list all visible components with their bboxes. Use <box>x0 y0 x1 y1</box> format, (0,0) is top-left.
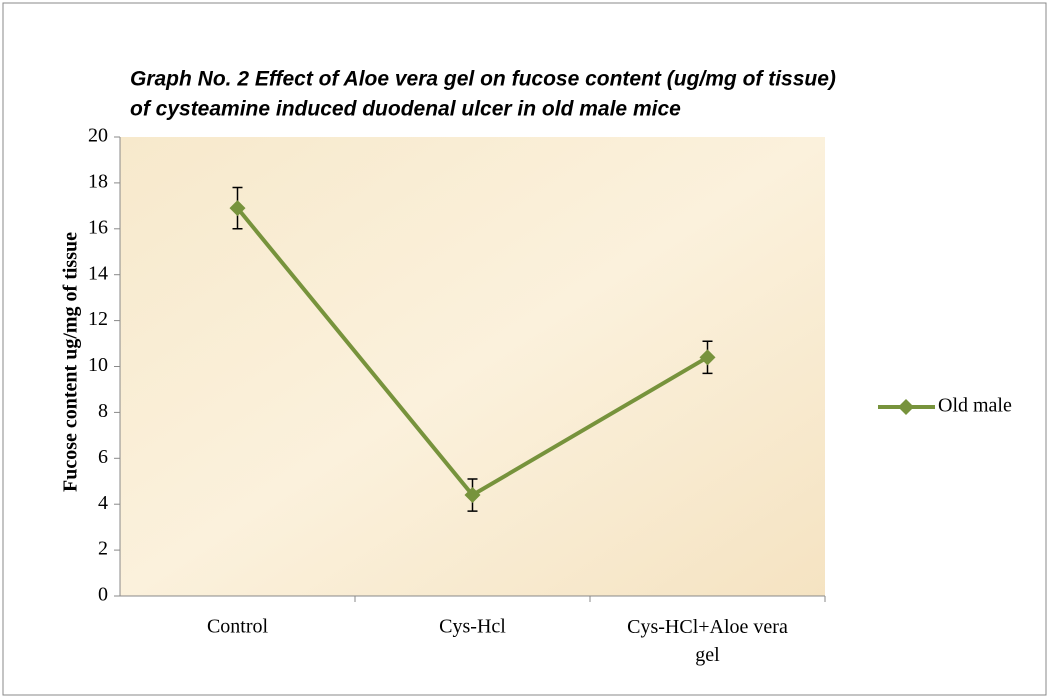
y-tick-label: 6 <box>98 446 108 468</box>
y-tick-label: 0 <box>98 584 108 606</box>
legend-label: Old male <box>938 395 1012 417</box>
chart-title: Graph No. 2 Effect of Aloe vera gel on f… <box>130 68 836 91</box>
legend-marker <box>898 399 914 415</box>
y-tick-label: 12 <box>88 308 108 330</box>
y-tick-label: 16 <box>88 216 108 238</box>
y-axis-label: Fucose content ug/mg of tissue <box>60 232 82 492</box>
chart-title: of cysteamine induced duodenal ulcer in … <box>130 98 681 121</box>
y-tick-label: 4 <box>98 492 108 514</box>
y-tick-label: 10 <box>88 354 108 376</box>
marker <box>464 487 481 504</box>
y-tick-label: 8 <box>98 400 108 422</box>
marker <box>699 349 716 366</box>
plot-area <box>120 137 825 596</box>
x-tick-label: Cys-Hcl <box>439 616 506 638</box>
marker <box>229 200 246 217</box>
y-tick-label: 18 <box>88 170 108 192</box>
y-tick-label: 20 <box>88 125 108 147</box>
x-tick-label: Cys-HCl+Aloe vera gel <box>627 616 788 666</box>
y-tick-label: 2 <box>98 538 108 560</box>
x-tick-label: Control <box>207 616 269 638</box>
y-tick-label: 14 <box>88 262 108 284</box>
